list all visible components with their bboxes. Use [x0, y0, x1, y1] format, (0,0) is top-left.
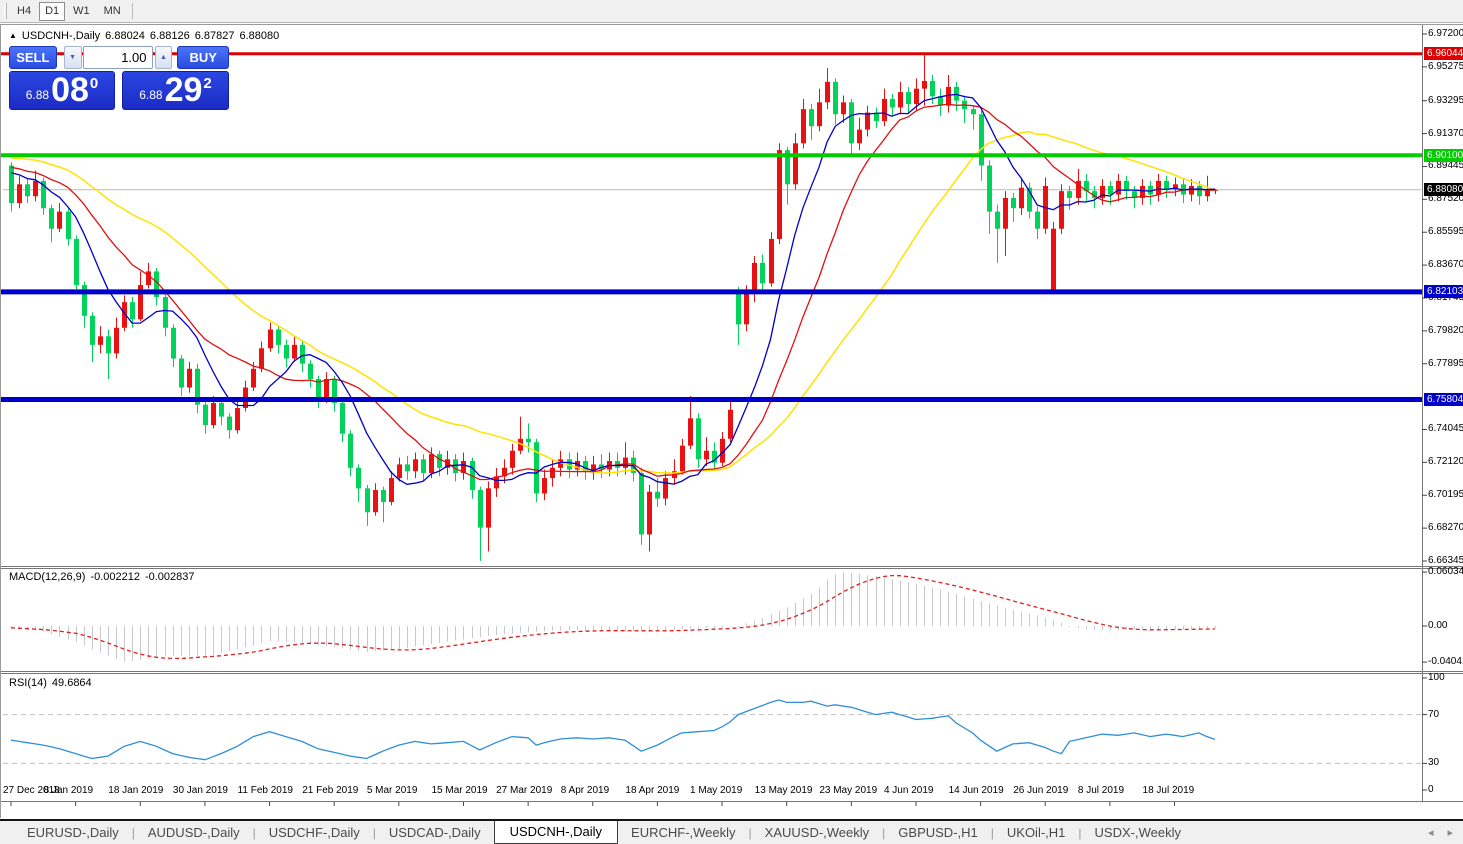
symbol-tab-bar: EURUSD-,Daily | AUDUSD-,Daily | USDCHF-,Dail… [0, 819, 1463, 844]
tab-separator: | [990, 825, 994, 840]
buy-price-sup: 2 [203, 75, 212, 92]
tab-scroll-left-icon[interactable]: ◂ [1427, 827, 1434, 839]
ohlc-low: 6.87827 [194, 30, 235, 42]
toolbar-grip-icon [4, 3, 7, 19]
macd-value-signal: -0.002837 [144, 571, 195, 583]
tab-usdx-weekly[interactable]: USDX-,Weekly [1094, 825, 1181, 840]
timeframe-button-d1[interactable]: D1 [39, 1, 66, 21]
tab-xauusd-weekly[interactable]: XAUUSD-,Weekly [764, 825, 870, 840]
tab-separator: | [748, 825, 752, 840]
rsi-name: RSI(14) [9, 677, 47, 689]
chevron-down-icon: ▼ [69, 54, 77, 61]
timeframe-toolbar: H4 D1 W1 MN [0, 0, 1463, 23]
timeframe-button-w1[interactable]: W1 [67, 2, 96, 21]
ohlc-high: 6.88126 [149, 30, 190, 42]
chevron-up-icon: ▲ [159, 54, 167, 61]
tab-audusd-daily[interactable]: AUDUSD-,Daily [147, 825, 240, 840]
tab-separator: | [131, 825, 135, 840]
tab-separator: | [252, 825, 256, 840]
buy-price-big: 29 [164, 71, 203, 109]
chart-symbol-label: USDCNH-,Daily [21, 30, 101, 42]
ohlc-open: 6.88024 [105, 30, 145, 42]
price-chart-canvas [1, 25, 1463, 819]
volume-increase-button[interactable]: ▲ [154, 46, 173, 69]
tab-separator: | [882, 825, 886, 840]
tab-scroll-right-icon[interactable]: ▸ [1447, 827, 1453, 839]
timeframe-button-h4[interactable]: H4 [11, 2, 37, 21]
chart-area: 6.97200 6.95275 6.93295 6.91370 6.89445 6.875… [0, 24, 1463, 819]
buy-button[interactable]: BUY [177, 46, 230, 69]
one-click-trading-panel: SELL ▼ ▲ BUY 6.88 08 0 6.88 29 [9, 46, 230, 110]
tab-usdchf-daily[interactable]: USDCHF-,Daily [268, 825, 360, 840]
tab-usdcnh-daily[interactable]: USDCNH-,Daily [493, 821, 619, 844]
rsi-indicator-label: RSI(14) 49.6864 [9, 677, 92, 689]
tab-separator: | [372, 825, 376, 840]
macd-indicator-label: MACD(12,26,9) -0.002212 -0.002837 [9, 571, 195, 583]
toolbar-separator [131, 3, 133, 19]
tab-separator: | [1078, 825, 1082, 840]
chart-title: ▲ USDCNH-,Daily 6.88024 6.88126 6.87827 … [9, 30, 279, 42]
timeframe-button-mn[interactable]: MN [98, 2, 127, 21]
tab-usdcad-daily[interactable]: USDCAD-,Daily [388, 825, 481, 840]
macd-value-main: -0.002212 [90, 571, 140, 583]
tab-eurchf-weekly[interactable]: EURCHF-,Weekly [631, 825, 736, 840]
tab-eurusd-daily[interactable]: EURUSD-,Daily [27, 825, 119, 840]
rsi-value: 49.6864 [51, 677, 92, 689]
volume-decrease-button[interactable]: ▼ [63, 46, 82, 69]
sell-button[interactable]: SELL [9, 46, 57, 69]
tab-ukoil-h1[interactable]: UKOil-,H1 [1006, 825, 1066, 840]
buy-price-small: 6.88 [139, 88, 163, 102]
chart-symbol-icon: ▲ [9, 30, 17, 40]
sell-price-small: 6.88 [25, 88, 50, 102]
ohlc-close: 6.88080 [239, 30, 280, 42]
sell-price-big: 08 [51, 71, 89, 109]
macd-name: MACD(12,26,9) [9, 571, 86, 583]
sell-price-tile[interactable]: 6.88 08 0 [9, 71, 115, 110]
volume-input[interactable] [82, 46, 153, 69]
tab-gbpusd-h1[interactable]: GBPUSD-,H1 [898, 825, 978, 840]
sell-price-sup: 0 [89, 75, 99, 92]
buy-price-tile[interactable]: 6.88 29 2 [122, 71, 229, 110]
